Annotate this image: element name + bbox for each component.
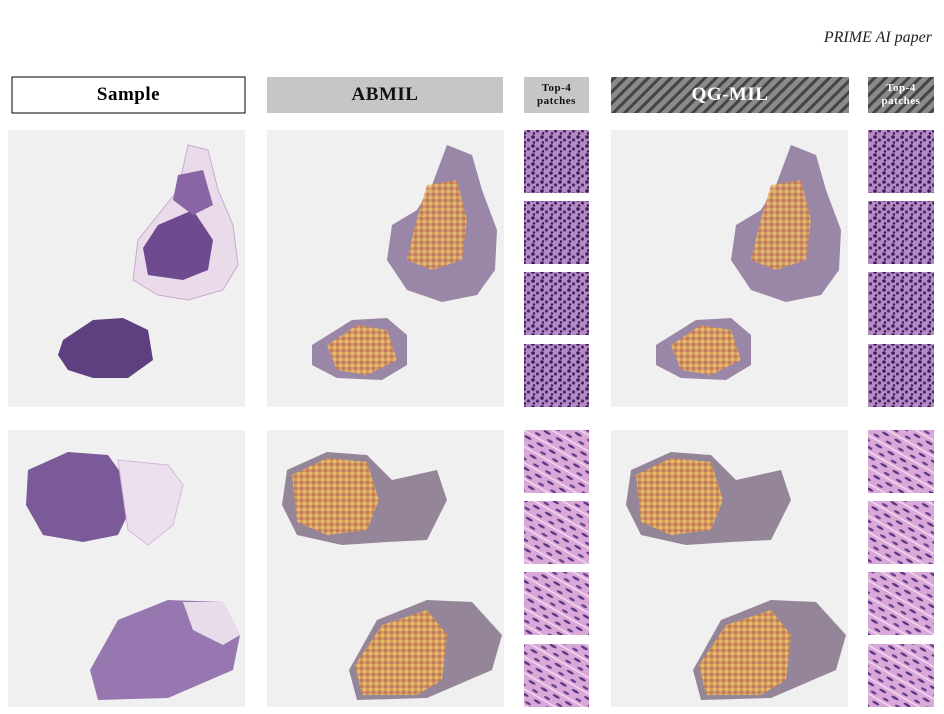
sample-slide [7,129,246,408]
qgmil-heatmap [611,430,848,707]
column-label: QG-MIL [691,84,769,105]
patch-header-bg [868,77,934,113]
patch [524,501,589,564]
header: PRIME AI paper [823,29,932,46]
patch [868,572,934,635]
patch [868,272,934,335]
patch [868,430,934,493]
patches [524,130,934,707]
column-label: Top-4 patches [881,82,921,107]
patch [868,201,934,264]
sample-slide [7,429,246,708]
column-label: Sample [96,84,161,105]
patch [868,344,934,407]
patch [524,644,589,707]
sample-header-bg [11,76,246,114]
patch-header-bg [524,77,589,113]
patch [524,572,589,635]
patch [524,344,589,407]
patch [868,130,934,193]
column-label: Top-4 patches [537,82,576,107]
patch [524,272,589,335]
patch [524,130,589,193]
abmil-heatmap [267,430,504,707]
patch [868,501,934,564]
abmil-heatmap [267,130,504,407]
abmil-header-bg [267,77,503,113]
patch [524,201,589,264]
column-label: ABMIL [351,84,419,105]
patch [868,644,934,707]
qgmil-header-bg [611,77,849,113]
patch [524,430,589,493]
qgmil-heatmap [611,130,848,407]
